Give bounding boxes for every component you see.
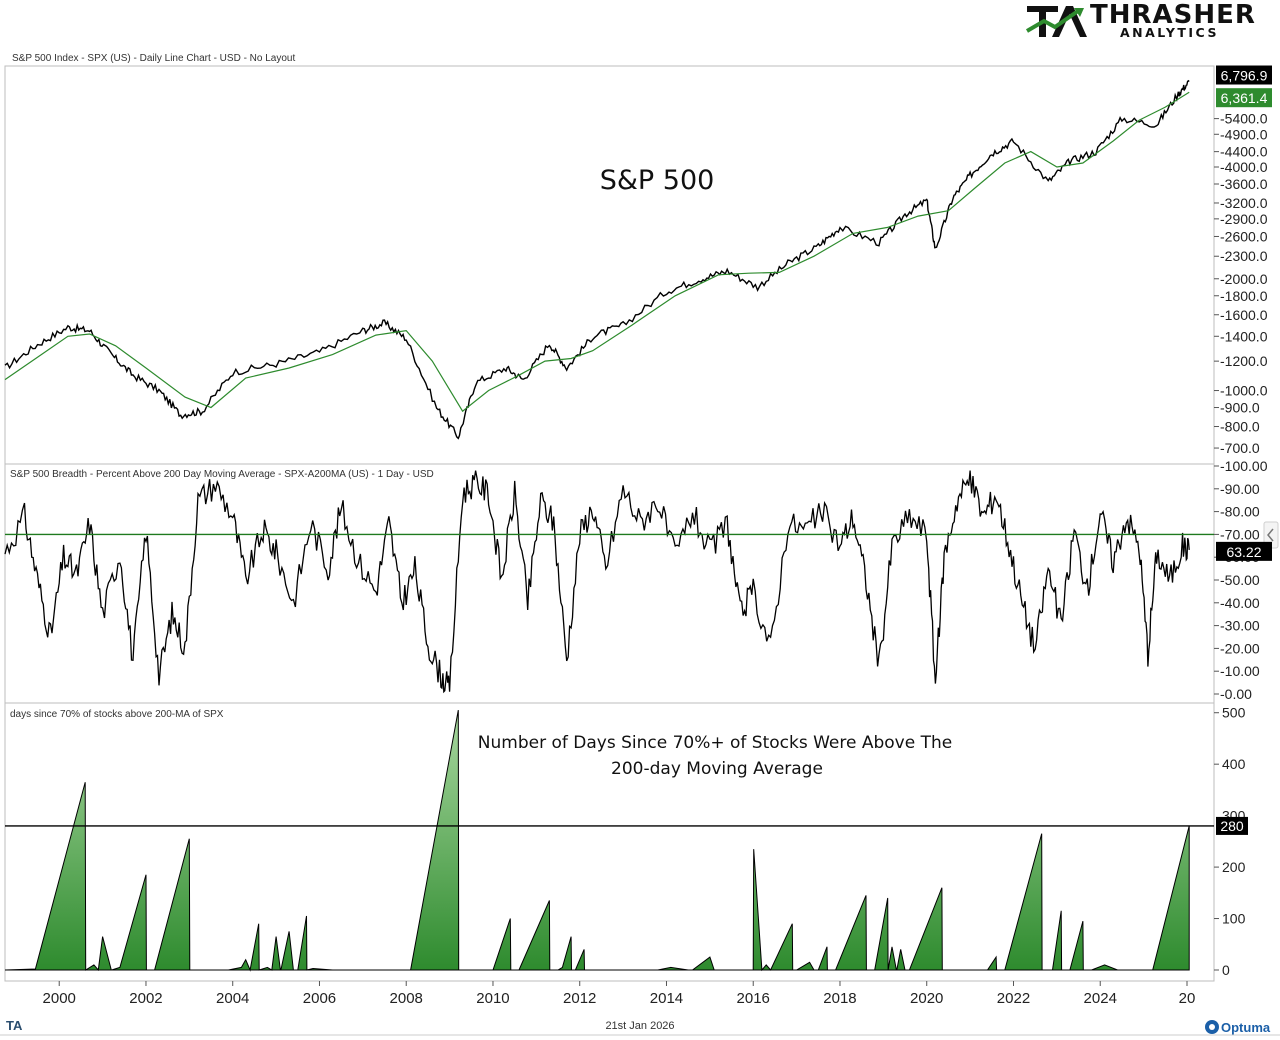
days-y-tick-label: 500 bbox=[1222, 705, 1246, 721]
chevron-left-icon bbox=[1267, 528, 1274, 542]
price-y-tick-label: -2000.0 bbox=[1220, 271, 1268, 287]
chart-title: S&P 500 bbox=[600, 165, 715, 196]
days-panel-frame bbox=[4, 702, 1215, 982]
spx-last-value-badge-bg bbox=[1216, 65, 1272, 85]
thrasher-logo: THRASHER ANALYTICS bbox=[1025, 0, 1256, 40]
days-panel-title: days since 70% of stocks above 200-MA of… bbox=[10, 709, 224, 720]
breadth-line bbox=[4, 470, 1190, 694]
breadth-y-tick-label: -40.00 bbox=[1220, 595, 1260, 611]
x-tick-label: 2008 bbox=[390, 990, 423, 1007]
days-y-tick-label: 0 bbox=[1222, 962, 1230, 978]
breadth-y-tick-label: -0.00 bbox=[1220, 686, 1252, 702]
optuma-name: Optuma bbox=[1221, 1020, 1271, 1035]
spx-price-line bbox=[4, 79, 1190, 440]
footer-date: 21st Jan 2026 bbox=[605, 1020, 674, 1032]
footer-ta-logo: TA bbox=[6, 1018, 23, 1033]
price-y-tick-label: -800.0 bbox=[1220, 419, 1260, 435]
spx-last-value-badge: 6,796.9 bbox=[1221, 68, 1268, 84]
spx-ma-value-badge: 6,361.4 bbox=[1221, 90, 1268, 106]
x-tick-label: 2004 bbox=[216, 990, 249, 1007]
brand-sub: ANALYTICS bbox=[1120, 25, 1219, 40]
breadth-y-tick-label: -100.00 bbox=[1220, 458, 1268, 474]
price-y-tick-label: -4000.0 bbox=[1220, 159, 1268, 175]
price-y-tick-label: -3600.0 bbox=[1220, 176, 1268, 192]
breadth-y-tick-label: -80.00 bbox=[1220, 504, 1260, 520]
brand-name: THRASHER bbox=[1090, 0, 1256, 30]
days-annotation-line-1: Number of Days Since 70%+ of Stocks Were… bbox=[478, 733, 952, 753]
price-y-tick-label: -1800.0 bbox=[1220, 288, 1268, 304]
price-y-tick-label: -700.0 bbox=[1220, 440, 1260, 456]
x-tick-label: 2024 bbox=[1084, 990, 1117, 1007]
x-tick-label: 2010 bbox=[476, 990, 509, 1007]
x-tick-label: 2016 bbox=[737, 990, 770, 1007]
x-tick-label: 2002 bbox=[129, 990, 162, 1007]
breadth-y-tick-label: -70.00 bbox=[1220, 526, 1260, 542]
x-tick-label: 2020 bbox=[910, 990, 943, 1007]
days-y-tick-label: 200 bbox=[1222, 859, 1246, 875]
days-since-area bbox=[4, 710, 1190, 972]
breadth-y-tick-label: -90.00 bbox=[1220, 481, 1260, 497]
days-annotation-line-2: 200-day Moving Average bbox=[611, 759, 823, 779]
price-y-tick-label: -900.0 bbox=[1220, 400, 1260, 416]
price-y-tick-label: -4900.0 bbox=[1220, 126, 1268, 142]
breadth-y-tick-label: -50.00 bbox=[1220, 572, 1260, 588]
breadth-panel-title: S&P 500 Breadth - Percent Above 200 Day … bbox=[10, 469, 434, 480]
ta-logo-icon bbox=[1025, 6, 1087, 37]
x-tick-label: 2012 bbox=[563, 990, 596, 1007]
price-y-tick-label: -1400.0 bbox=[1220, 328, 1268, 344]
x-tick-label: 2000 bbox=[43, 990, 76, 1007]
price-panel-frame bbox=[4, 65, 1215, 465]
days-y-tick-label: 400 bbox=[1222, 756, 1246, 772]
days-y-tick-label: 100 bbox=[1222, 911, 1246, 927]
spx-ma-value-badge-bg bbox=[1216, 88, 1272, 108]
price-y-tick-label: -1200.0 bbox=[1220, 353, 1268, 369]
breadth-last-value-badge-bg bbox=[1216, 541, 1272, 561]
price-y-tick-label: -2900.0 bbox=[1220, 211, 1268, 227]
breadth-last-value-badge: 63.22 bbox=[1226, 544, 1261, 560]
spx-200ma-line bbox=[4, 91, 1190, 413]
days-last-value-badge-bg bbox=[1216, 816, 1248, 835]
price-panel-title: S&P 500 Index - SPX (US) - Daily Line Ch… bbox=[12, 53, 295, 64]
breadth-y-tick-label: -30.00 bbox=[1220, 618, 1260, 634]
price-y-tick-label: -2300.0 bbox=[1220, 248, 1268, 264]
price-y-tick-label: -3200.0 bbox=[1220, 195, 1268, 211]
price-y-tick-label: -5400.0 bbox=[1220, 111, 1268, 127]
x-tick-label: 2018 bbox=[823, 990, 856, 1007]
x-tick-label: 2014 bbox=[650, 990, 683, 1007]
price-y-tick-label: -4400.0 bbox=[1220, 144, 1268, 160]
price-y-tick-label: -2600.0 bbox=[1220, 228, 1268, 244]
optuma-logo: Optuma bbox=[1205, 1020, 1271, 1035]
x-tick-label: 2022 bbox=[997, 990, 1030, 1007]
price-y-tick-label: -1600.0 bbox=[1220, 307, 1268, 323]
x-tick-label: 20 bbox=[1179, 990, 1196, 1007]
breadth-panel-frame bbox=[4, 463, 1215, 704]
price-y-tick-label: -1000.0 bbox=[1220, 383, 1268, 399]
breadth-y-tick-label: -10.00 bbox=[1220, 663, 1260, 679]
breadth-y-tick-label: -20.00 bbox=[1220, 640, 1260, 656]
days-last-value-badge: 280 bbox=[1220, 818, 1244, 834]
x-tick-label: 2006 bbox=[303, 990, 336, 1007]
